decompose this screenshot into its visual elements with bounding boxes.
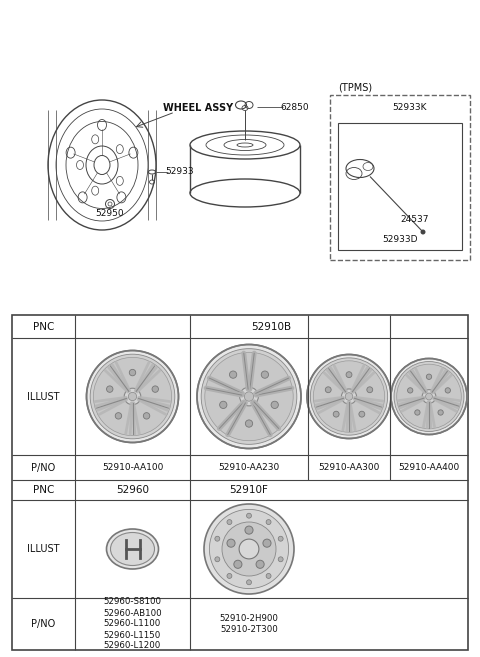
Ellipse shape xyxy=(110,533,155,566)
Text: 52910-2H900: 52910-2H900 xyxy=(219,614,278,623)
Circle shape xyxy=(215,536,220,541)
Circle shape xyxy=(396,364,461,429)
Circle shape xyxy=(278,536,283,541)
Circle shape xyxy=(256,560,264,568)
Text: 52960-S8100: 52960-S8100 xyxy=(104,597,161,606)
Circle shape xyxy=(201,349,297,444)
Circle shape xyxy=(391,359,467,434)
Text: 52960-L1100: 52960-L1100 xyxy=(104,620,161,629)
Circle shape xyxy=(313,361,384,432)
Circle shape xyxy=(205,352,293,441)
Circle shape xyxy=(247,513,252,518)
Circle shape xyxy=(261,371,268,378)
Circle shape xyxy=(325,387,331,393)
Circle shape xyxy=(222,522,276,576)
Circle shape xyxy=(346,372,352,378)
Circle shape xyxy=(307,355,391,438)
Circle shape xyxy=(333,411,339,417)
Circle shape xyxy=(215,557,220,562)
Text: 52960-AB100: 52960-AB100 xyxy=(103,608,162,618)
Ellipse shape xyxy=(107,529,158,569)
Circle shape xyxy=(247,580,252,585)
Text: 52950: 52950 xyxy=(96,210,124,219)
Circle shape xyxy=(129,369,136,376)
Circle shape xyxy=(234,560,242,568)
Text: P/NO: P/NO xyxy=(31,463,56,472)
Circle shape xyxy=(271,401,278,409)
Text: PNC: PNC xyxy=(33,321,54,332)
Circle shape xyxy=(266,574,271,578)
Circle shape xyxy=(394,361,464,432)
Text: (TPMS): (TPMS) xyxy=(338,82,372,92)
Circle shape xyxy=(263,539,271,547)
Text: ILLUST: ILLUST xyxy=(27,392,60,401)
Text: 52910F: 52910F xyxy=(229,485,268,495)
Circle shape xyxy=(359,411,365,417)
Text: 52910B: 52910B xyxy=(252,321,291,332)
Circle shape xyxy=(229,371,237,378)
Text: 52933K: 52933K xyxy=(393,102,427,112)
Circle shape xyxy=(209,509,288,589)
Circle shape xyxy=(438,410,443,415)
Circle shape xyxy=(128,392,137,401)
Circle shape xyxy=(420,229,425,235)
Bar xyxy=(330,95,470,260)
Circle shape xyxy=(367,387,372,393)
Circle shape xyxy=(426,374,432,379)
Circle shape xyxy=(204,504,294,594)
Text: ILLUST: ILLUST xyxy=(27,544,60,554)
Circle shape xyxy=(107,386,113,392)
Text: 52960: 52960 xyxy=(116,485,149,495)
Circle shape xyxy=(245,420,252,427)
Circle shape xyxy=(266,520,271,524)
Circle shape xyxy=(197,344,301,449)
Circle shape xyxy=(227,520,232,524)
Circle shape xyxy=(152,386,158,392)
Circle shape xyxy=(227,539,235,547)
Text: 62850: 62850 xyxy=(281,102,309,112)
Circle shape xyxy=(220,401,227,409)
Circle shape xyxy=(239,539,259,559)
Circle shape xyxy=(408,388,413,393)
Circle shape xyxy=(245,526,253,534)
Circle shape xyxy=(311,358,388,435)
Circle shape xyxy=(240,387,258,406)
Circle shape xyxy=(415,410,420,415)
Bar xyxy=(12,315,468,650)
Circle shape xyxy=(144,413,150,419)
Circle shape xyxy=(86,350,179,443)
Text: 52910-AA300: 52910-AA300 xyxy=(318,463,380,472)
Text: 52933: 52933 xyxy=(166,168,194,177)
Text: 52910-AA230: 52910-AA230 xyxy=(218,463,280,472)
Circle shape xyxy=(115,413,121,419)
Circle shape xyxy=(278,557,283,562)
Text: 24537: 24537 xyxy=(401,215,429,225)
Text: 52933D: 52933D xyxy=(382,235,418,244)
Circle shape xyxy=(422,390,436,403)
Circle shape xyxy=(124,388,141,405)
Text: 52910-AA100: 52910-AA100 xyxy=(102,463,163,472)
Text: P/NO: P/NO xyxy=(31,619,56,629)
Circle shape xyxy=(227,574,232,578)
Text: 52910-AA400: 52910-AA400 xyxy=(398,463,460,472)
Bar xyxy=(338,123,462,250)
Circle shape xyxy=(341,389,357,404)
Circle shape xyxy=(345,393,353,400)
Text: WHEEL ASSY: WHEEL ASSY xyxy=(163,103,233,113)
Text: 52910-2T300: 52910-2T300 xyxy=(220,625,278,634)
Text: 52960-L1150: 52960-L1150 xyxy=(104,631,161,639)
Circle shape xyxy=(90,354,175,439)
Text: 52960-L1200: 52960-L1200 xyxy=(104,641,161,650)
Circle shape xyxy=(426,393,432,400)
Circle shape xyxy=(244,392,253,401)
Circle shape xyxy=(94,357,172,436)
Circle shape xyxy=(445,388,450,393)
Text: PNC: PNC xyxy=(33,485,54,495)
